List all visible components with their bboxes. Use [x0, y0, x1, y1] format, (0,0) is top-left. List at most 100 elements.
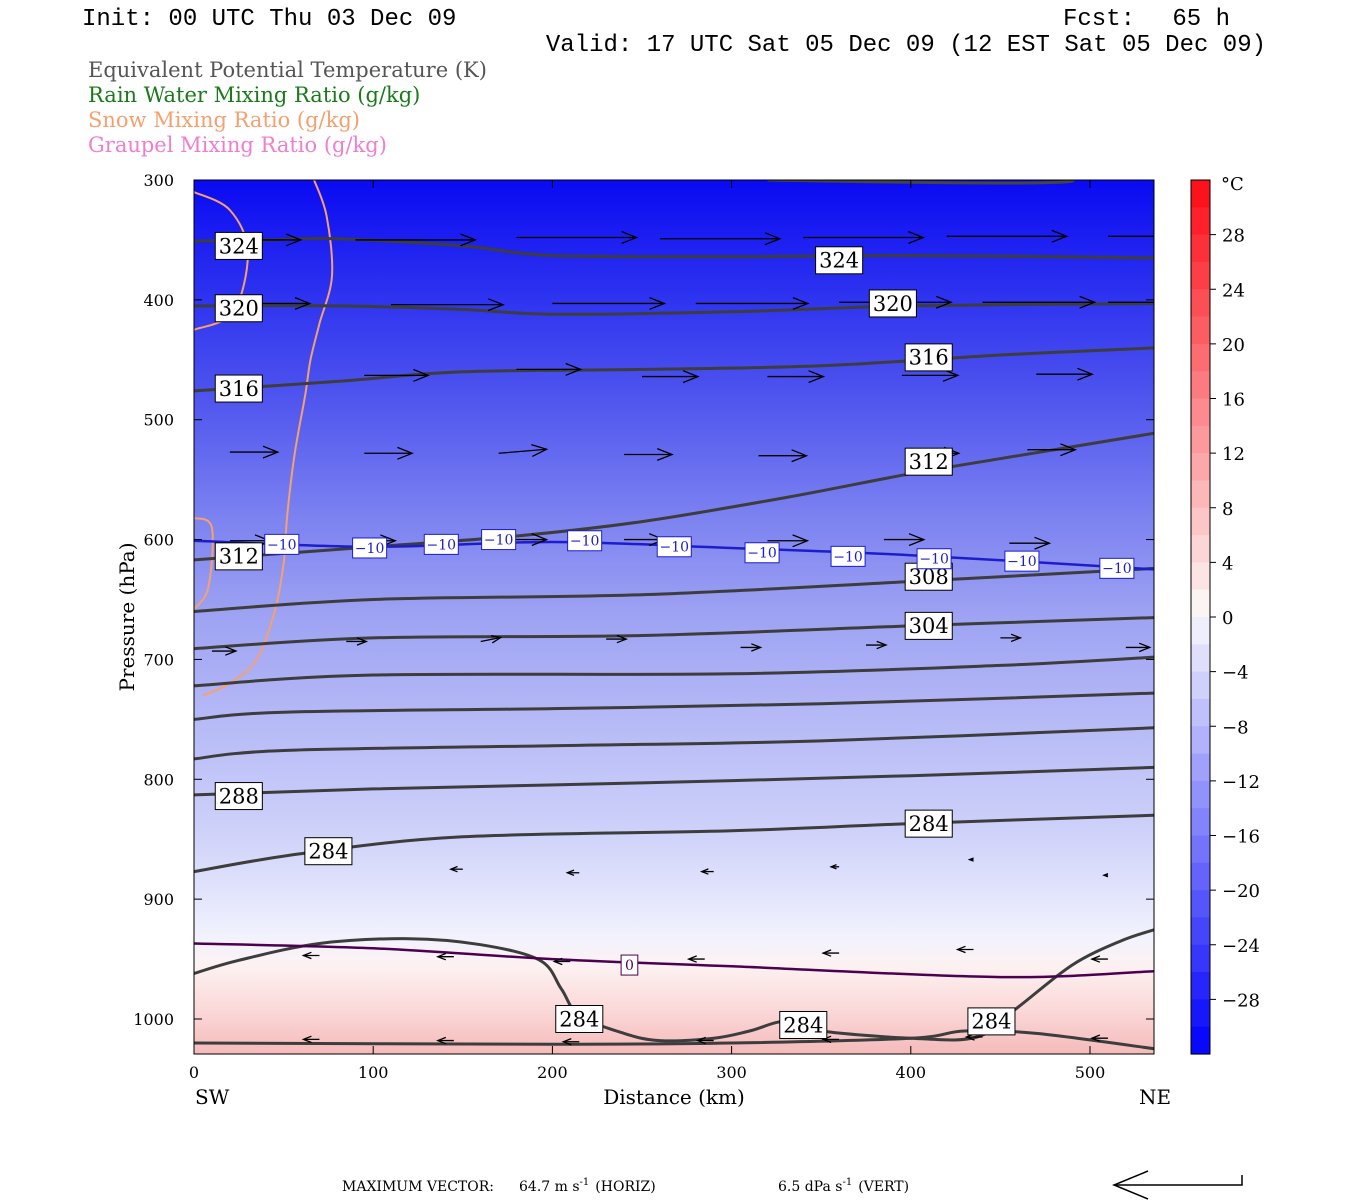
wind-vector-head	[460, 233, 478, 247]
wind-vector-head	[294, 296, 312, 310]
wind-vector	[449, 865, 463, 873]
colorbar-unit: °C	[1221, 174, 1244, 195]
wind-vector	[1156, 450, 1196, 462]
colorbar-tick-label: 8	[1222, 499, 1233, 520]
wind-vector-head	[1090, 1034, 1101, 1042]
x-tick-label: 400	[896, 1063, 927, 1082]
legend-entry: Rain Water Mixing Ratio (g/kg)	[88, 83, 420, 107]
colorbar-segment	[1191, 917, 1210, 946]
colorbar-tick-label: 24	[1222, 280, 1245, 301]
theta-e-label-box	[868, 289, 917, 318]
wind-vector	[301, 1035, 320, 1044]
wind-vector-head	[1138, 642, 1152, 653]
theta-e-label-box	[904, 343, 953, 372]
theta-e-label-text: 324	[819, 249, 859, 273]
x-tick-label: 100	[358, 1063, 389, 1082]
colorbar-tick-label: −4	[1222, 663, 1249, 684]
wind-vector	[1000, 633, 1023, 643]
colorbar-segment	[1191, 261, 1210, 290]
x-tick-label: 300	[716, 1063, 747, 1082]
theta-e-label-box	[815, 246, 864, 275]
x-tick-label: 500	[1075, 1063, 1106, 1082]
colorbar-tick-label: 4	[1222, 553, 1233, 574]
wind-vector-head	[413, 368, 430, 382]
legend-entry: Graupel Mixing Ratio (g/kg)	[88, 133, 387, 157]
wind-vector-head	[792, 296, 810, 310]
wind-vector-head	[301, 951, 312, 960]
theta-e-contour	[194, 566, 1154, 613]
wind-vector-head	[1060, 443, 1078, 457]
wind-vector-head	[1077, 367, 1094, 381]
theta-e-label-box	[555, 1005, 604, 1033]
wind-vector-head	[1034, 536, 1052, 550]
colorbar-segment	[1191, 453, 1210, 482]
wind-vector-head	[487, 298, 505, 312]
theta-e-label: 316	[214, 374, 263, 403]
wind-vector-head	[436, 952, 447, 961]
axes: 300 400 500 600 700 800 900 1000 0 100 200 300 400 50…	[133, 171, 1154, 1082]
x-axis-right-end: NE	[1139, 1085, 1171, 1109]
x-tick-label: 0	[189, 1063, 199, 1082]
colorbar-segment	[1191, 1026, 1210, 1055]
wind-vector	[498, 443, 549, 457]
init-time: Init: 00 UTC Thu 03 Dec 09	[82, 6, 456, 33]
wind-vector	[829, 863, 840, 870]
wind-vector-head	[808, 370, 826, 384]
colorbar-segment	[1191, 808, 1210, 837]
wind-vector	[695, 296, 810, 310]
isotherm-label-text: −10	[747, 546, 777, 562]
colorbar-tick-label: −20	[1222, 881, 1260, 902]
wind-vector	[552, 957, 571, 966]
isotherm-contour	[194, 942, 1154, 979]
theta-e-label-box	[214, 374, 263, 403]
colorbar-segment	[1191, 180, 1210, 208]
colorbar-tick-label: 28	[1222, 226, 1245, 247]
wind-vector	[211, 646, 238, 656]
colorbar-segment	[1191, 944, 1210, 973]
wind-vector-head	[908, 230, 926, 245]
wind-vector-shaft	[498, 448, 547, 454]
theta-e-label-text: 324	[219, 234, 259, 258]
forecast-label: Fcst:	[1063, 6, 1135, 33]
theta-e-label: 284	[779, 1010, 828, 1039]
colorbar-segment	[1191, 398, 1210, 427]
theta-e-label: 284	[555, 1005, 604, 1033]
y-tick-label: 900	[143, 890, 174, 909]
wind-vector-head	[682, 370, 700, 384]
wind-vector-head	[764, 232, 782, 246]
colorbar-segment	[1191, 835, 1210, 864]
theta-e-label-text: 312	[219, 545, 259, 569]
wind-vector	[686, 955, 705, 963]
wind-vector-head	[829, 863, 837, 870]
wind-vector	[659, 232, 782, 246]
colorbar-segment	[1191, 589, 1210, 618]
wind-vector-head	[1090, 955, 1101, 963]
theta-e-contour	[194, 691, 1154, 721]
wind-vector-head	[791, 449, 809, 463]
wind-vector-head	[792, 534, 810, 548]
isotherm-label-text: −10	[833, 549, 863, 565]
colorbar-segment	[1191, 234, 1210, 263]
theta-e-contour	[194, 1029, 1154, 1051]
colorbar-segment	[1191, 480, 1210, 509]
colorbar-segment	[1191, 753, 1210, 782]
wind-vector	[982, 295, 1097, 309]
wind-vector	[1009, 536, 1052, 550]
wind-vector-head	[751, 643, 763, 652]
wind-vector-shaft	[480, 636, 501, 643]
wind-vector-head	[301, 1035, 312, 1044]
theta-e-label-text: 304	[909, 614, 949, 638]
wind-vector	[391, 298, 505, 312]
horiz-value: 64.7 m s	[519, 1179, 580, 1195]
plot-background	[194, 180, 1154, 1054]
wind-vector-head	[699, 868, 709, 875]
theta-e-label-box	[904, 447, 953, 476]
isotherm-label-text: 0	[625, 958, 634, 974]
theta-e-label: 304	[904, 611, 953, 640]
isotherm-label-text: −10	[355, 541, 385, 557]
isotherm-label-text: −10	[1007, 554, 1037, 570]
wind-vector	[480, 635, 503, 644]
wind-vector-head	[908, 533, 926, 547]
colorbar-segment	[1191, 371, 1210, 400]
